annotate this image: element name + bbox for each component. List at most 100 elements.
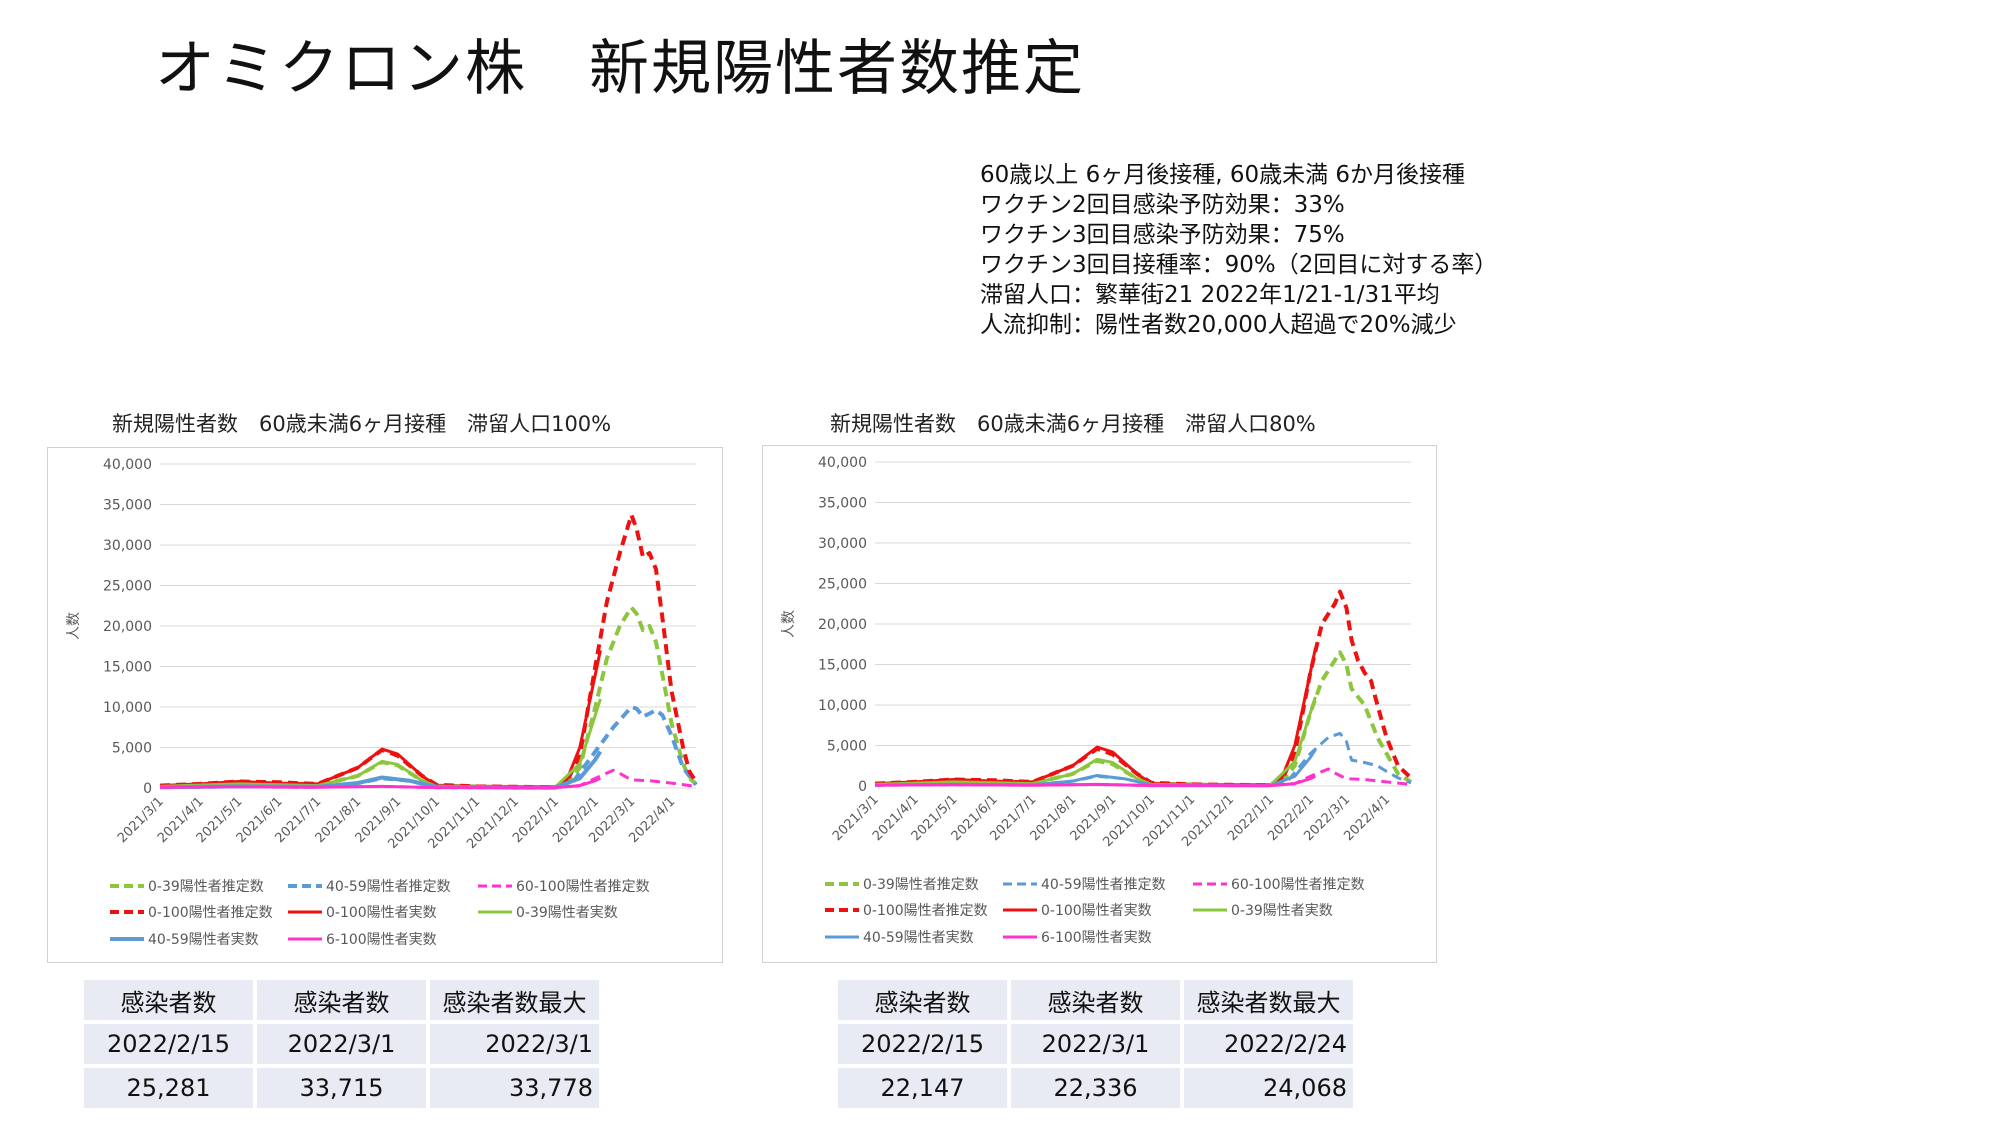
table-cell-value: 25,281 bbox=[84, 1068, 253, 1108]
chart-title: 新規陽性者数 60歳未満6ヶ月接種 滞留人口80% bbox=[830, 412, 1316, 436]
legend-label: 40-59陽性者実数 bbox=[148, 932, 259, 948]
assumption-line: 人流抑制：陽性者数20,000人超過で20%減少 bbox=[980, 312, 1457, 338]
y-tick-label: 40,000 bbox=[818, 455, 867, 471]
series-line bbox=[874, 696, 1317, 787]
legend-item: 40-59陽性者実数 bbox=[825, 930, 974, 946]
chart-panel: 0 5,000 10,000 15,000 20,000 25,000 30,000 35,0… bbox=[47, 447, 723, 963]
legend-label: 0-100陽性者実数 bbox=[1041, 903, 1152, 919]
legend-item: 0-100陽性者推定数 bbox=[825, 903, 988, 919]
table-header-cell: 感染者数 bbox=[1011, 980, 1180, 1020]
table-cell-date: 2022/2/24 bbox=[1184, 1024, 1353, 1064]
legend-item: 60-100陽性者推定数 bbox=[1193, 877, 1365, 893]
legend-label: 60-100陽性者推定数 bbox=[1231, 877, 1365, 893]
legend-label: 6-100陽性者実数 bbox=[1041, 930, 1152, 946]
legend-item: 40-59陽性者実数 bbox=[110, 932, 259, 948]
table-cell-date: 2022/2/15 bbox=[838, 1024, 1007, 1064]
series-line bbox=[159, 513, 698, 790]
legend-label: 40-59陽性者実数 bbox=[863, 930, 974, 946]
table-cell-value: 22,147 bbox=[838, 1068, 1007, 1108]
table-cell-value: 33,778 bbox=[430, 1068, 599, 1108]
table-row: 2022/2/15 2022/3/1 2022/2/24 bbox=[838, 1024, 1353, 1064]
series-line bbox=[874, 589, 1413, 788]
legend-label: 0-39陽性者推定数 bbox=[148, 879, 264, 895]
y-tick-label: 35,000 bbox=[818, 496, 867, 512]
legend-label: 60-100陽性者推定数 bbox=[516, 879, 650, 895]
table-cell-value: 33,715 bbox=[257, 1068, 426, 1108]
page-title: オミクロン株 新規陽性者数推定 bbox=[155, 34, 1085, 104]
series-line bbox=[874, 647, 1317, 787]
table-cell-date: 2022/2/15 bbox=[84, 1024, 253, 1064]
series-line bbox=[159, 605, 698, 790]
legend-item: 60-100陽性者推定数 bbox=[478, 879, 650, 895]
table-row: 2022/2/15 2022/3/1 2022/3/1 bbox=[84, 1024, 599, 1064]
summary-table: 感染者数 感染者数 感染者数最大 2022/2/15 2022/3/1 2022… bbox=[834, 976, 1357, 1112]
y-axis-label: 人数 bbox=[66, 612, 82, 640]
legend-item: 0-39陽性者推定数 bbox=[825, 877, 979, 893]
table-header-cell: 感染者数 bbox=[84, 980, 253, 1020]
table-header-cell: 感染者数最大 bbox=[430, 980, 599, 1020]
table-header-row: 感染者数 感染者数 感染者数最大 bbox=[84, 980, 599, 1020]
series-line bbox=[159, 649, 602, 789]
table-header-row: 感染者数 感染者数 感染者数最大 bbox=[838, 980, 1353, 1020]
y-tick-label: 10,000 bbox=[103, 700, 152, 716]
y-tick-label: 25,000 bbox=[818, 577, 867, 593]
assumption-line: 60歳以上 6ヶ月後接種, 60歳未満 6か月後接種 bbox=[980, 162, 1466, 188]
legend-label: 0-39陽性者推定数 bbox=[863, 877, 979, 893]
legend-label: 40-59陽性者推定数 bbox=[1041, 877, 1166, 893]
table-cell-value: 22,336 bbox=[1011, 1068, 1180, 1108]
table-cell-date: 2022/3/1 bbox=[257, 1024, 426, 1064]
y-tick-label: 0 bbox=[858, 779, 867, 795]
series-line bbox=[159, 705, 698, 790]
y-tick-label: 15,000 bbox=[818, 658, 867, 674]
y-tick-label: 20,000 bbox=[103, 619, 152, 635]
y-tick-label: 20,000 bbox=[818, 617, 867, 633]
chart-panel: 0 5,000 10,000 15,000 20,000 25,000 30,000 35,0… bbox=[762, 445, 1437, 963]
legend-item: 6-100陽性者実数 bbox=[1003, 930, 1152, 946]
table-cell-date: 2022/3/1 bbox=[430, 1024, 599, 1064]
table-header-cell: 感染者数 bbox=[838, 980, 1007, 1020]
y-tick-label: 40,000 bbox=[103, 457, 152, 473]
y-tick-label: 30,000 bbox=[818, 536, 867, 552]
y-tick-label: 30,000 bbox=[103, 538, 152, 554]
assumption-line: ワクチン3回目接種率：90%（2回目に対する率） bbox=[980, 252, 1498, 278]
y-tick-label: 0 bbox=[143, 781, 152, 797]
legend-item: 6-100陽性者実数 bbox=[288, 932, 437, 948]
series-line bbox=[874, 650, 1413, 788]
y-axis-label: 人数 bbox=[781, 610, 797, 638]
chart-title: 新規陽性者数 60歳未満6ヶ月接種 滞留人口100% bbox=[112, 412, 612, 436]
table-cell-date: 2022/3/1 bbox=[1011, 1024, 1180, 1064]
series-line bbox=[159, 698, 602, 789]
legend-label: 0-100陽性者推定数 bbox=[863, 903, 988, 919]
y-tick-label: 5,000 bbox=[112, 741, 152, 757]
assumption-line: ワクチン3回目感染予防効果：75% bbox=[980, 222, 1345, 248]
legend-label: 0-100陽性者実数 bbox=[326, 905, 437, 921]
legend-item: 0-100陽性者実数 bbox=[1003, 903, 1152, 919]
legend-label: 0-39陽性者実数 bbox=[1231, 903, 1333, 919]
y-tick-label: 15,000 bbox=[103, 660, 152, 676]
summary-table: 感染者数 感染者数 感染者数最大 2022/2/15 2022/3/1 2022… bbox=[80, 976, 603, 1112]
table-header-cell: 感染者数最大 bbox=[1184, 980, 1353, 1020]
line-chart: 0 5,000 10,000 15,000 20,000 25,000 30,000 35,0… bbox=[781, 455, 1413, 946]
y-tick-label: 5,000 bbox=[827, 739, 867, 755]
table-cell-value: 24,068 bbox=[1184, 1068, 1353, 1108]
table-header-cell: 感染者数 bbox=[257, 980, 426, 1020]
legend-item: 40-59陽性者推定数 bbox=[1003, 877, 1166, 893]
legend-item: 40-59陽性者推定数 bbox=[288, 879, 451, 895]
line-chart: 0 5,000 10,000 15,000 20,000 25,000 30,000 35,0… bbox=[66, 457, 698, 948]
legend-label: 0-100陽性者推定数 bbox=[148, 905, 273, 921]
legend-item: 0-39陽性者実数 bbox=[478, 905, 618, 921]
legend-label: 6-100陽性者実数 bbox=[326, 932, 437, 948]
table-row: 25,281 33,715 33,778 bbox=[84, 1068, 599, 1108]
y-tick-label: 35,000 bbox=[103, 498, 152, 514]
series-line bbox=[874, 774, 1317, 788]
series-line bbox=[159, 776, 602, 790]
legend-item: 0-100陽性者推定数 bbox=[110, 905, 273, 921]
legend-item: 0-39陽性者実数 bbox=[1193, 903, 1333, 919]
table-row: 22,147 22,336 24,068 bbox=[838, 1068, 1353, 1108]
y-tick-label: 25,000 bbox=[103, 579, 152, 595]
legend-item: 0-39陽性者推定数 bbox=[110, 879, 264, 895]
legend-label: 0-39陽性者実数 bbox=[516, 905, 618, 921]
assumptions-block: 60歳以上 6ヶ月後接種, 60歳未満 6か月後接種 ワクチン2回目感染予防効果… bbox=[980, 160, 1497, 340]
assumption-line: ワクチン2回目感染予防効果：33% bbox=[980, 192, 1345, 218]
y-tick-label: 10,000 bbox=[818, 698, 867, 714]
